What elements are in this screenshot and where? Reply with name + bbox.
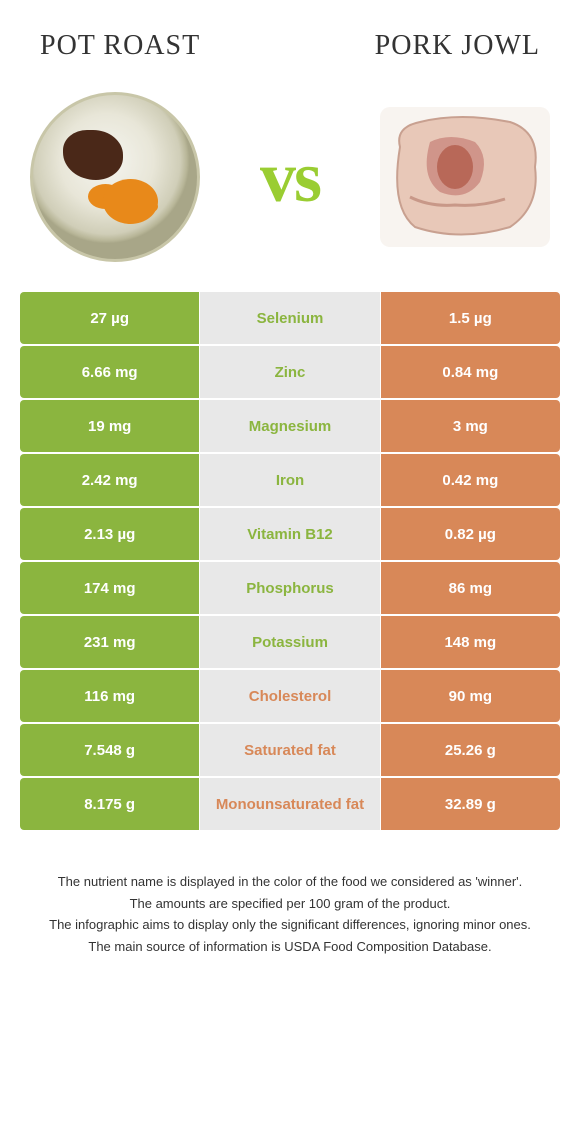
nutrient-table: 27 µgSelenium1.5 µg6.66 mgZinc0.84 mg19 … xyxy=(0,292,580,830)
table-row: 19 mgMagnesium3 mg xyxy=(20,400,560,452)
footer-line: The infographic aims to display only the… xyxy=(30,915,550,935)
nutrient-label: Selenium xyxy=(200,292,379,344)
right-value: 32.89 g xyxy=(381,778,560,830)
table-row: 8.175 gMonounsaturated fat32.89 g xyxy=(20,778,560,830)
table-row: 6.66 mgZinc0.84 mg xyxy=(20,346,560,398)
left-value: 231 mg xyxy=(20,616,199,668)
nutrient-label: Saturated fat xyxy=(200,724,379,776)
table-row: 7.548 gSaturated fat25.26 g xyxy=(20,724,560,776)
left-value: 19 mg xyxy=(20,400,199,452)
left-value: 2.42 mg xyxy=(20,454,199,506)
footer-notes: The nutrient name is displayed in the co… xyxy=(0,832,580,978)
images-row: vs xyxy=(0,72,580,292)
nutrient-label: Potassium xyxy=(200,616,379,668)
nutrient-label: Iron xyxy=(200,454,379,506)
left-food-image xyxy=(30,92,200,262)
table-row: 174 mgPhosphorus86 mg xyxy=(20,562,560,614)
nutrient-label: Phosphorus xyxy=(200,562,379,614)
left-value: 174 mg xyxy=(20,562,199,614)
right-value: 0.84 mg xyxy=(381,346,560,398)
left-value: 27 µg xyxy=(20,292,199,344)
table-row: 116 mgCholesterol90 mg xyxy=(20,670,560,722)
table-row: 2.13 µgVitamin B120.82 µg xyxy=(20,508,560,560)
right-value: 0.42 mg xyxy=(381,454,560,506)
nutrient-label: Cholesterol xyxy=(200,670,379,722)
infographic-container: Pot roast Pork jowl vs 27 µgSelenium1.5 … xyxy=(0,0,580,978)
nutrient-label: Vitamin B12 xyxy=(200,508,379,560)
right-value: 3 mg xyxy=(381,400,560,452)
right-value: 90 mg xyxy=(381,670,560,722)
left-value: 8.175 g xyxy=(20,778,199,830)
left-value: 2.13 µg xyxy=(20,508,199,560)
nutrient-label: Magnesium xyxy=(200,400,379,452)
table-row: 2.42 mgIron0.42 mg xyxy=(20,454,560,506)
left-food-title: Pot roast xyxy=(40,30,200,62)
footer-line: The amounts are specified per 100 gram o… xyxy=(30,894,550,914)
right-food-title: Pork jowl xyxy=(375,30,540,62)
table-row: 27 µgSelenium1.5 µg xyxy=(20,292,560,344)
footer-line: The main source of information is USDA F… xyxy=(30,937,550,957)
right-value: 86 mg xyxy=(381,562,560,614)
right-value: 148 mg xyxy=(381,616,560,668)
right-value: 0.82 µg xyxy=(381,508,560,560)
vs-label: vs xyxy=(260,136,320,219)
left-value: 6.66 mg xyxy=(20,346,199,398)
left-value: 7.548 g xyxy=(20,724,199,776)
nutrient-label: Zinc xyxy=(200,346,379,398)
right-food-image xyxy=(380,107,550,247)
left-value: 116 mg xyxy=(20,670,199,722)
right-value: 25.26 g xyxy=(381,724,560,776)
nutrient-label: Monounsaturated fat xyxy=(200,778,379,830)
right-value: 1.5 µg xyxy=(381,292,560,344)
header: Pot roast Pork jowl xyxy=(0,0,580,72)
footer-line: The nutrient name is displayed in the co… xyxy=(30,872,550,892)
table-row: 231 mgPotassium148 mg xyxy=(20,616,560,668)
